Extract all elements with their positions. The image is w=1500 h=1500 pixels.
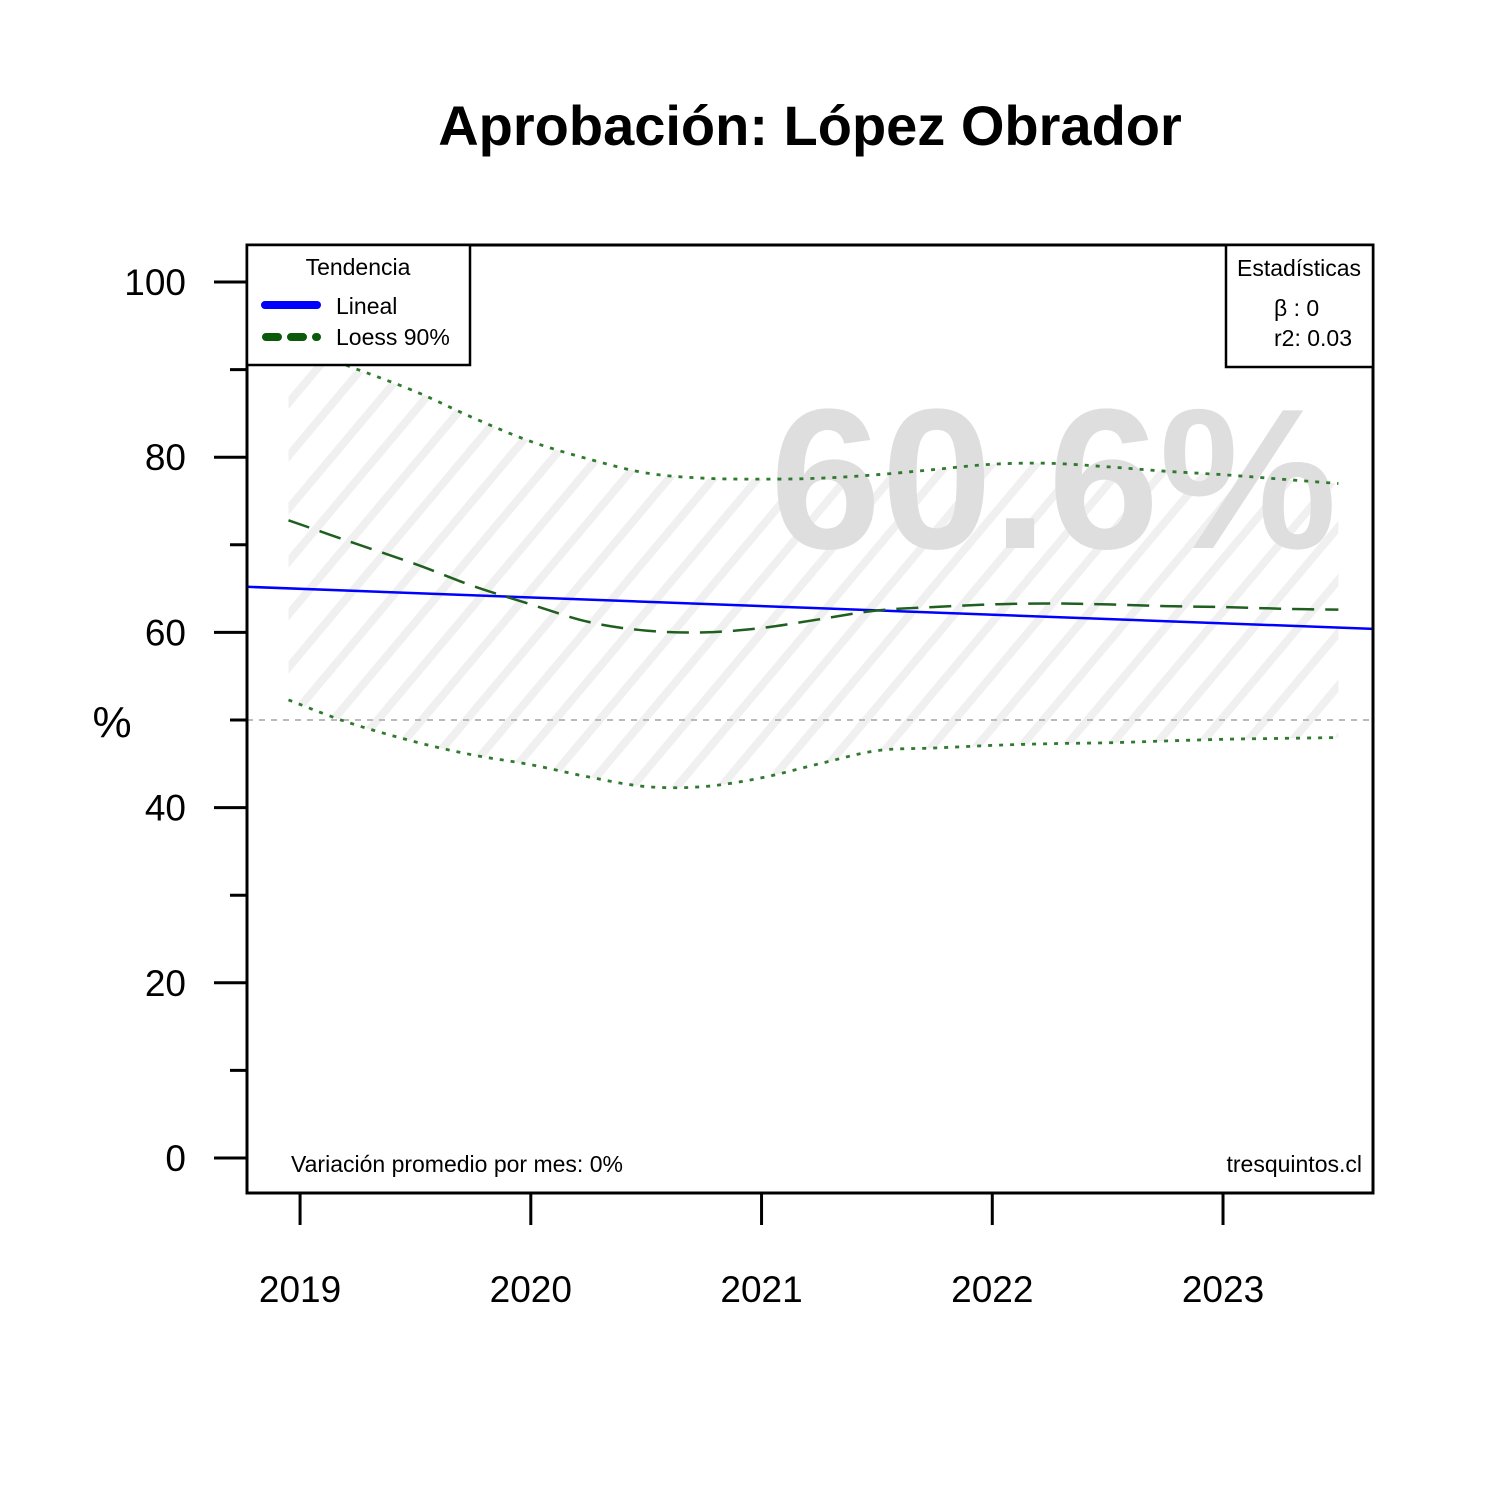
chart-title: Aprobación: López Obrador bbox=[438, 94, 1182, 157]
x-tick-label-2021: 2021 bbox=[720, 1269, 802, 1310]
series-line-lower bbox=[288, 698, 1339, 790]
y-tick-label-100: 100 bbox=[124, 262, 186, 303]
y-tick-label-40: 40 bbox=[145, 788, 186, 829]
x-tick-label-2019: 2019 bbox=[259, 1269, 341, 1310]
legend-title: Tendencia bbox=[306, 254, 411, 280]
stats-frame bbox=[1224, 243, 1375, 369]
x-tick-label-2022: 2022 bbox=[951, 1269, 1033, 1310]
stats-r2: r2: 0.03 bbox=[1274, 325, 1352, 351]
legend-label-loess: Loess 90% bbox=[336, 324, 450, 350]
stats-beta: β : 0 bbox=[1274, 295, 1319, 321]
footer-source: tresquintos.cl bbox=[1226, 1151, 1362, 1177]
y-tick-label-80: 80 bbox=[145, 437, 186, 478]
series-line-upper bbox=[345, 363, 1339, 485]
stats-box: Estadísticas β : 0 r2: 0.03 bbox=[1224, 243, 1375, 369]
y-tick-label-0: 0 bbox=[165, 1138, 186, 1179]
y-axis: 0 20 40 60 80 100 bbox=[124, 262, 247, 1179]
legend: Tendencia Lineal Loess 90% bbox=[245, 243, 472, 367]
x-tick-label-2023: 2023 bbox=[1182, 1269, 1264, 1310]
stats-title: Estadísticas bbox=[1237, 255, 1361, 281]
x-tick-label-2020: 2020 bbox=[490, 1269, 572, 1310]
big-value: 60.6% bbox=[770, 368, 1337, 591]
series-line-lineal bbox=[247, 585, 1373, 631]
y-axis-label: % bbox=[92, 698, 131, 747]
y-tick-label-60: 60 bbox=[145, 612, 186, 653]
plot-area: 60.6% bbox=[247, 325, 1373, 790]
y-tick-label-20: 20 bbox=[145, 963, 186, 1004]
confidence-band bbox=[288, 325, 1339, 788]
x-axis: 2019 2020 2021 2022 2023 bbox=[259, 1193, 1264, 1310]
legend-label-lineal: Lineal bbox=[336, 293, 397, 319]
footer-variation: Variación promedio por mes: 0% bbox=[291, 1151, 623, 1177]
series-line-loess-90- bbox=[288, 519, 1339, 634]
